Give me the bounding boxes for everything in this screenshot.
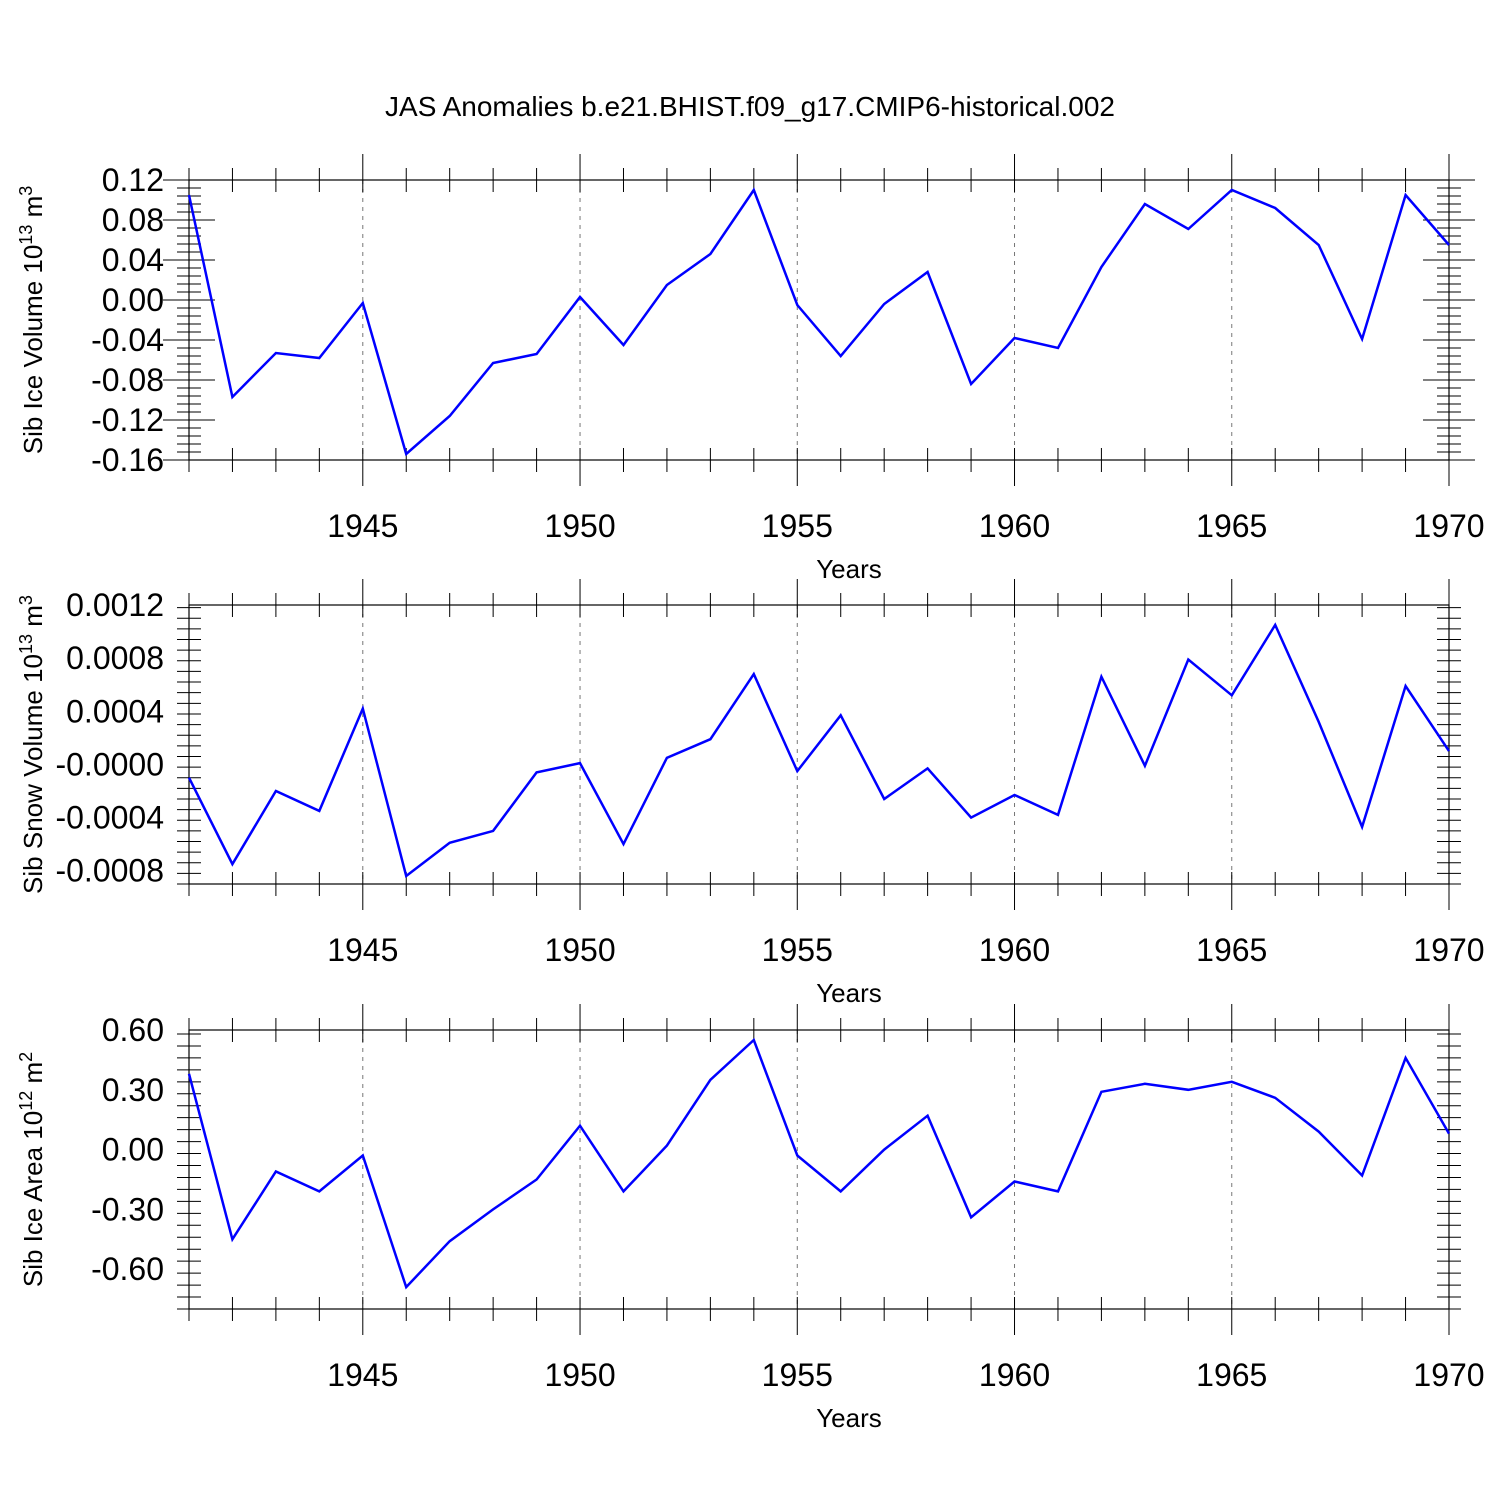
- series-line: [187, 1037, 1451, 1290]
- y-axis-title-part: m: [18, 605, 48, 634]
- y-tick-label: 0.0012: [66, 587, 164, 623]
- y-tick-label: 0.08: [102, 202, 164, 238]
- panel-1: 0.12 0.08 0.04 0.00 -0.04 -0.08 -0.12 -0.16 1945…: [16, 154, 1485, 584]
- x-tick-label: 1955: [762, 1357, 833, 1393]
- y-axis-title: Sib Ice Volume 1013 m3: [16, 186, 48, 455]
- x-tick-label: 1945: [327, 932, 398, 968]
- x-tick-label: 1955: [762, 508, 833, 544]
- series-line: [187, 622, 1451, 879]
- y-tick-label: -0.16: [91, 442, 164, 478]
- y-tick-label: -0.0008: [55, 853, 164, 889]
- y-axis-title-part: m: [18, 1062, 48, 1091]
- x-tick-label: 1950: [544, 508, 615, 544]
- x-axis-title: Years: [816, 554, 882, 584]
- y-axis-title-superscript: 13: [16, 225, 36, 245]
- y-axis-title-part: Sib Ice Volume 10: [18, 245, 48, 455]
- x-tick-label: 1960: [979, 932, 1050, 968]
- y-axis-title-part: Sib Snow Volume 10: [18, 654, 48, 894]
- panel-2: 0.0012 0.0008 0.0004 -0.0000 -0.0004 -0.0008 1…: [16, 579, 1485, 1008]
- y-tick-label: -0.30: [91, 1191, 164, 1227]
- x-tick-label: 1970: [1413, 932, 1484, 968]
- chart-title: JAS Anomalies b.e21.BHIST.f09_g17.CMIP6-…: [385, 91, 1115, 122]
- y-tick-label: -0.0000: [55, 746, 164, 782]
- y-tick-label: 0.00: [102, 1132, 164, 1168]
- x-axis-title: Years: [816, 1403, 882, 1433]
- y-axis-title: Sib Snow Volume 1013 m3: [16, 595, 48, 894]
- y-tick-label: -0.60: [91, 1251, 164, 1287]
- y-tick-label: 0.30: [102, 1072, 164, 1108]
- plot-frame: [188, 1029, 1450, 1310]
- y-axis-title-part: Sib Ice Area 10: [18, 1111, 48, 1287]
- y-axis-title: Sib Ice Area 1012 m2: [16, 1052, 48, 1287]
- y-tick-label: 0.60: [102, 1012, 164, 1048]
- x-tick-label: 1950: [544, 932, 615, 968]
- x-tick-label: 1945: [327, 508, 398, 544]
- y-tick-label: -0.0004: [55, 800, 164, 836]
- y-axis-title-superscript: 13: [16, 634, 36, 654]
- y-axis-title-superscript: 3: [16, 186, 36, 196]
- y-tick-label: -0.04: [91, 322, 164, 358]
- y-axis-title-superscript: 2: [16, 1052, 36, 1062]
- y-tick-label: -0.12: [91, 402, 164, 438]
- y-tick-label: 0.12: [102, 162, 164, 198]
- x-tick-label: 1965: [1196, 932, 1267, 968]
- plot-frame: [188, 604, 1450, 885]
- y-tick-label: 0.0004: [66, 693, 164, 729]
- panel-3: 0.60 0.30 0.00 -0.30 -0.60 1945 1950 1955 1960 19…: [16, 1004, 1485, 1433]
- y-axis-title-superscript: 12: [16, 1091, 36, 1111]
- y-tick-label: -0.08: [91, 362, 164, 398]
- x-tick-label: 1970: [1413, 1357, 1484, 1393]
- y-axis-title-superscript: 3: [16, 595, 36, 605]
- y-tick-label: 0.04: [102, 242, 164, 278]
- x-tick-label: 1965: [1196, 1357, 1267, 1393]
- x-axis-title: Years: [816, 978, 882, 1008]
- x-tick-label: 1945: [327, 1357, 398, 1393]
- x-tick-label: 1955: [762, 932, 833, 968]
- y-tick-label: 0.00: [102, 282, 164, 318]
- y-axis-title-part: m: [18, 196, 48, 225]
- plot-frame: [188, 179, 1450, 461]
- x-tick-label: 1965: [1196, 508, 1267, 544]
- series-line: [187, 187, 1450, 457]
- x-tick-label: 1950: [544, 1357, 615, 1393]
- x-tick-label: 1960: [979, 508, 1050, 544]
- y-tick-label: 0.0008: [66, 640, 164, 676]
- x-tick-label: 1960: [979, 1357, 1050, 1393]
- x-tick-label: 1970: [1413, 508, 1484, 544]
